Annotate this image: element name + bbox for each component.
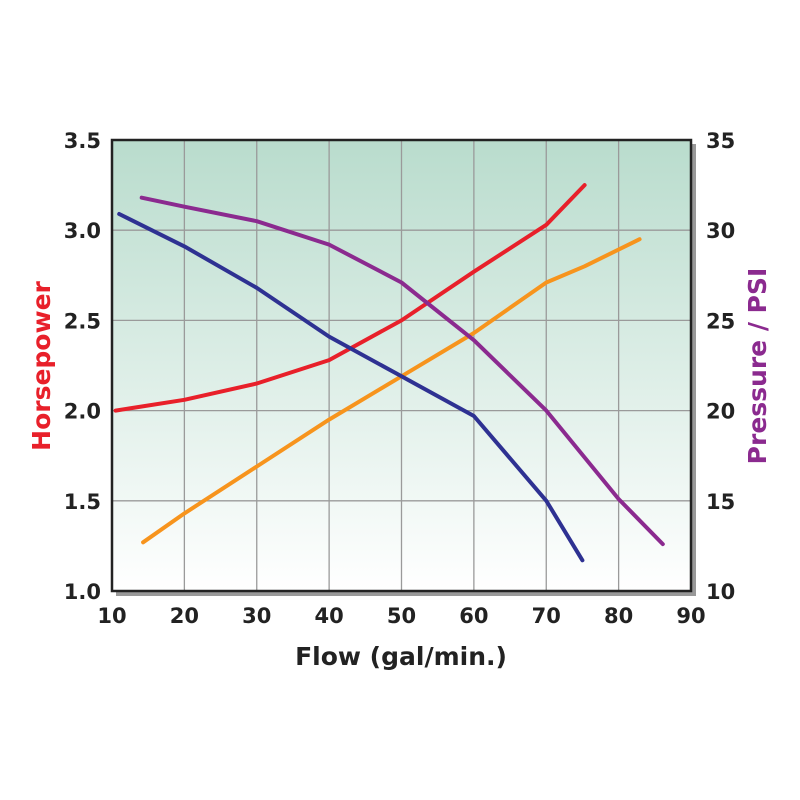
x-tick-label: 40	[315, 604, 344, 628]
x-axis-title: Flow (gal/min.)	[295, 642, 507, 671]
y-tick-label: 2.0	[64, 400, 101, 424]
y-tick-label: 2.5	[64, 309, 101, 333]
y-tick-labels: 1.0 1.5 2.0 2.5 3.0 3.5	[64, 129, 101, 604]
x-tick-label: 50	[387, 604, 416, 628]
y-right-tick-label: 25	[706, 309, 735, 333]
y-right-tick-label: 35	[706, 129, 735, 153]
y-right-tick-label: 30	[706, 219, 735, 243]
x-tick-label: 70	[532, 604, 561, 628]
series-line-2	[117, 212, 585, 563]
series-line-3	[139, 195, 665, 547]
y-tick-label: 1.5	[64, 490, 101, 514]
y-right-axis-title: Pressure / PSI	[743, 268, 772, 465]
x-tick-label: 80	[604, 604, 633, 628]
y-right-tick-labels: 10 15 20 25 30 35	[706, 129, 735, 604]
y-tick-label: 3.5	[64, 129, 101, 153]
x-tick-label: 30	[242, 604, 271, 628]
x-tick-label: 90	[676, 604, 705, 628]
grid	[111, 139, 692, 592]
y-tick-label: 3.0	[64, 219, 101, 243]
x-tick-label: 10	[97, 604, 126, 628]
y-axis-title: Horsepower	[27, 280, 56, 450]
plot-border	[110, 138, 693, 593]
y-right-tick-label: 15	[706, 490, 735, 514]
y-right-tick-label: 20	[706, 400, 735, 424]
series-line-0	[113, 183, 587, 413]
series-lines	[113, 183, 665, 563]
x-tick-labels: 10 20 30 40 50 60 70 80 90	[97, 604, 705, 628]
y-right-tick-label: 10	[706, 580, 735, 604]
y-tick-label: 1.0	[64, 580, 101, 604]
x-tick-label: 60	[459, 604, 488, 628]
x-tick-label: 20	[170, 604, 199, 628]
